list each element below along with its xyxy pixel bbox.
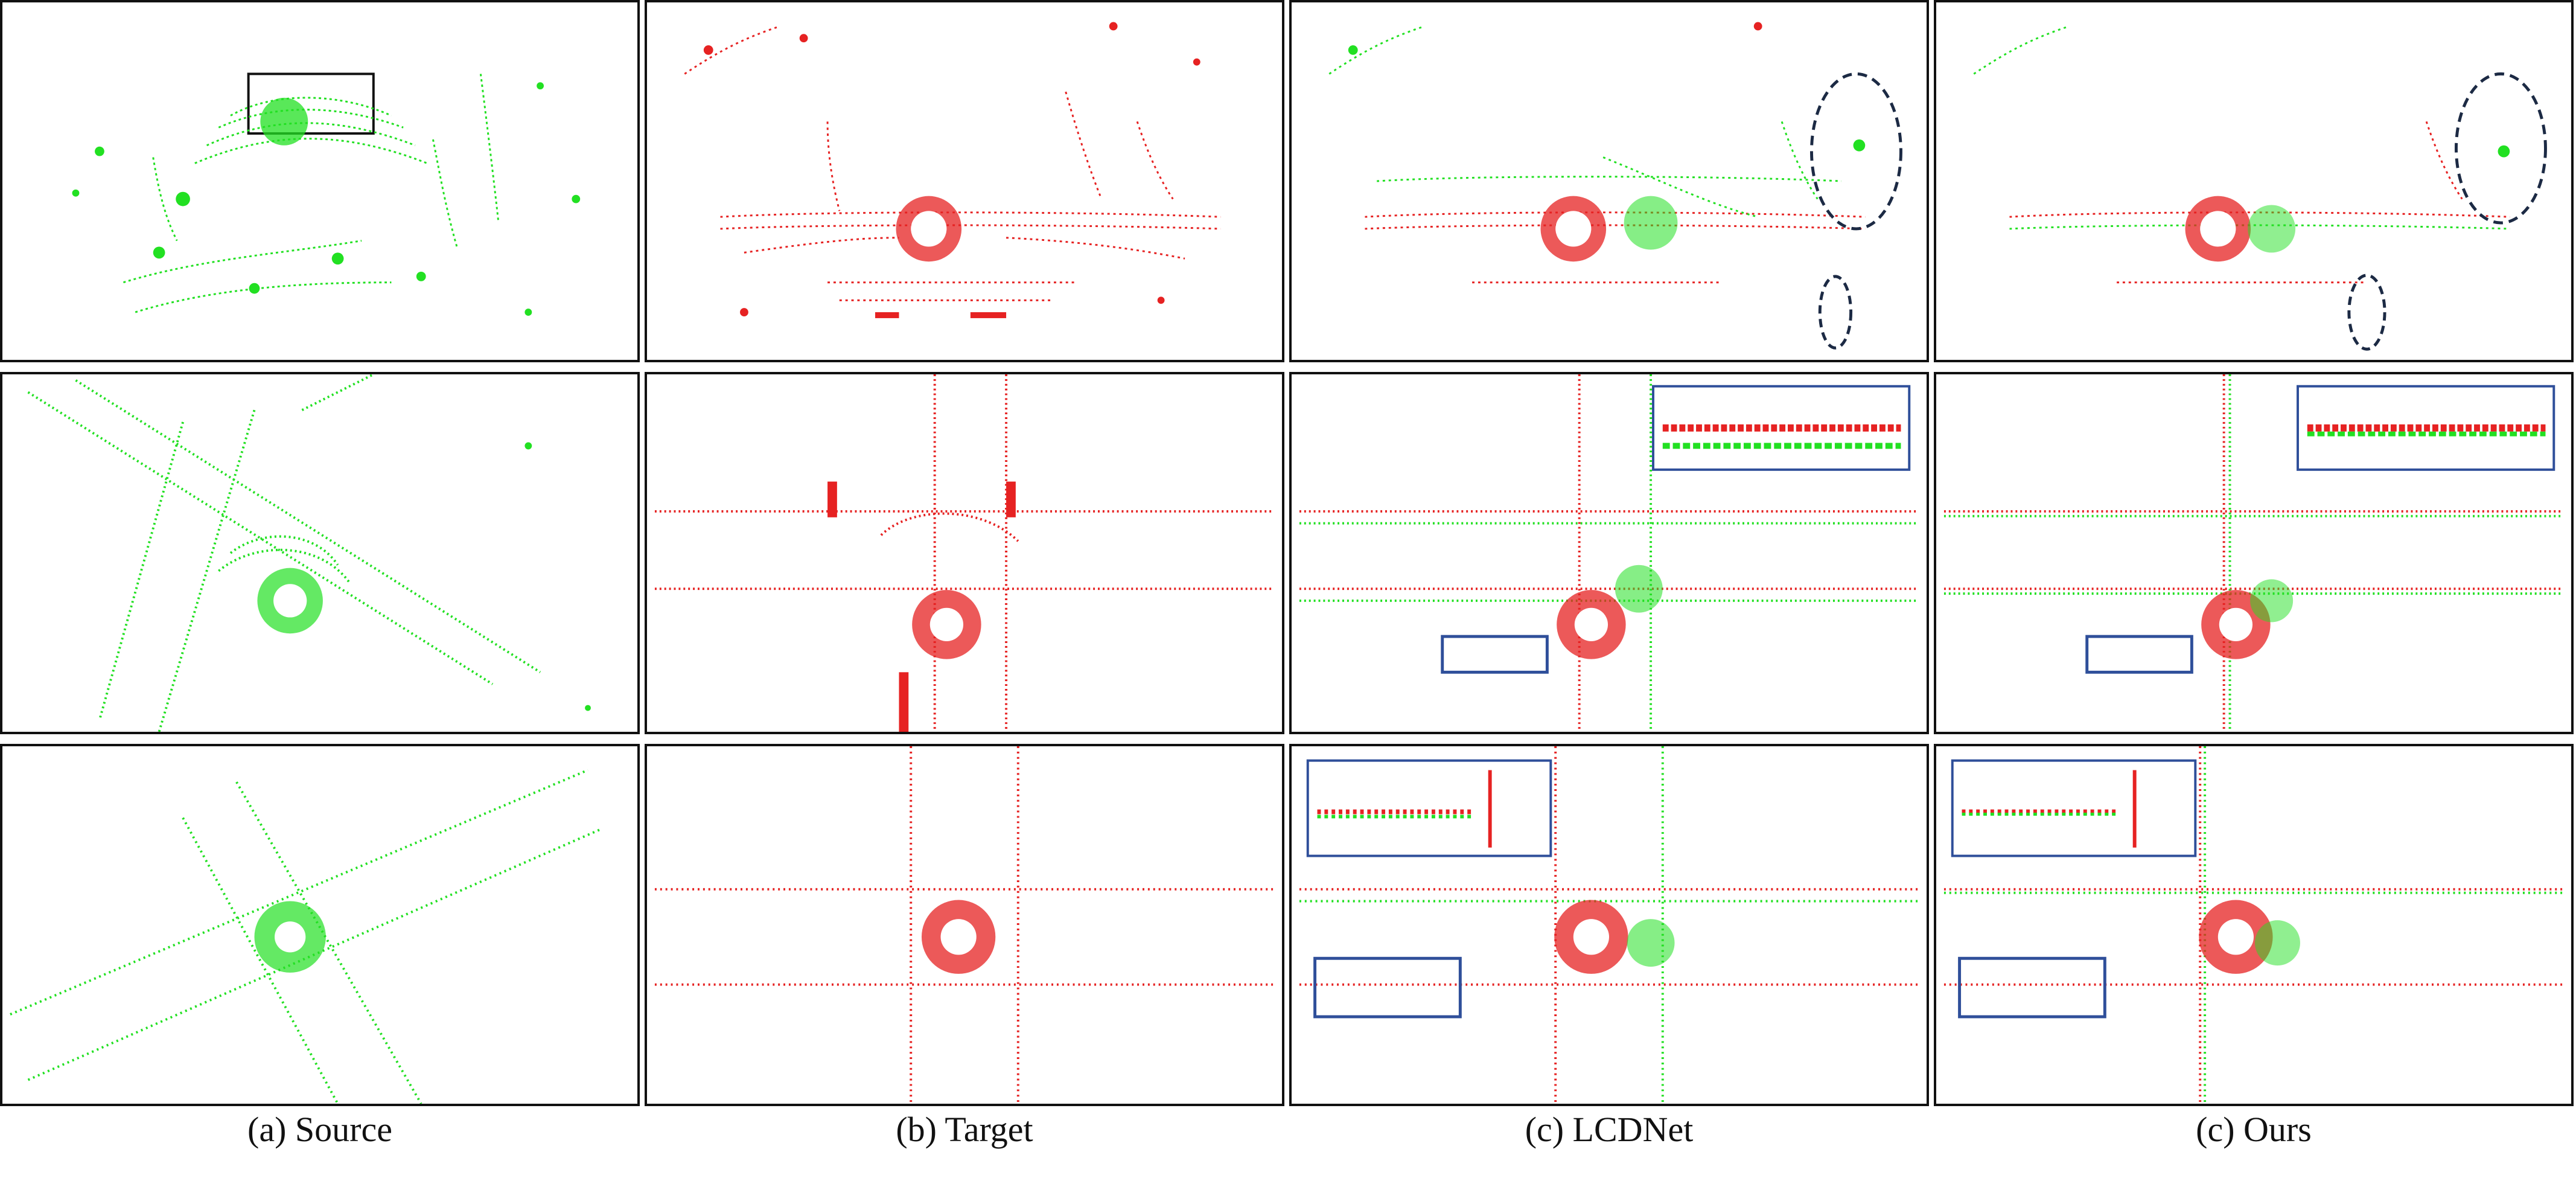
pointcloud-row1-ours bbox=[1973, 25, 2547, 351]
inset-zoom-row2-ours bbox=[2297, 385, 2555, 471]
panel-row1-ours bbox=[1934, 0, 2574, 362]
pointcloud-row3-lcdnet bbox=[1299, 746, 1919, 1104]
panel-row3-source bbox=[0, 744, 640, 1106]
panel-row3-ours bbox=[1934, 744, 2574, 1106]
pointcloud-row1-lcdnet bbox=[1328, 22, 1902, 350]
panel-row2-ours bbox=[1934, 372, 2574, 734]
panel-row1-target bbox=[645, 0, 1284, 362]
pointcloud-row1-target bbox=[684, 22, 1221, 318]
caption-source: (a) Source bbox=[247, 1110, 392, 1149]
panel-row2-lcdnet bbox=[1289, 372, 1929, 734]
pointcloud-row2-source bbox=[27, 374, 591, 732]
panel-row2-target bbox=[645, 372, 1284, 734]
panel-row3-target bbox=[645, 744, 1284, 1106]
caption-lcdnet: (c) LCDNet bbox=[1525, 1110, 1694, 1149]
pointcloud-row2-lcdnet bbox=[1299, 374, 1919, 732]
caption-ours: (c) Ours bbox=[2196, 1110, 2312, 1149]
caption-target: (b) Target bbox=[896, 1110, 1033, 1149]
pointcloud-row2-ours bbox=[1943, 374, 2564, 732]
panel-row3-lcdnet bbox=[1289, 744, 1929, 1106]
pointcloud-row3-ours bbox=[1943, 746, 2564, 1104]
panel-row1-source bbox=[0, 0, 640, 362]
panel-row1-lcdnet bbox=[1289, 0, 1929, 362]
pointcloud-row3-target bbox=[654, 746, 1275, 1104]
inset-zoom-row2-lcdnet bbox=[1652, 385, 1911, 471]
inset-zoom-row3-lcdnet bbox=[1306, 759, 1552, 857]
panel-row2-source bbox=[0, 372, 640, 734]
pointcloud-row2-target bbox=[654, 374, 1275, 732]
pointcloud-row1-source bbox=[72, 72, 581, 316]
pointcloud-row3-source bbox=[10, 769, 601, 1104]
inset-zoom-row3-ours bbox=[1951, 759, 2197, 857]
